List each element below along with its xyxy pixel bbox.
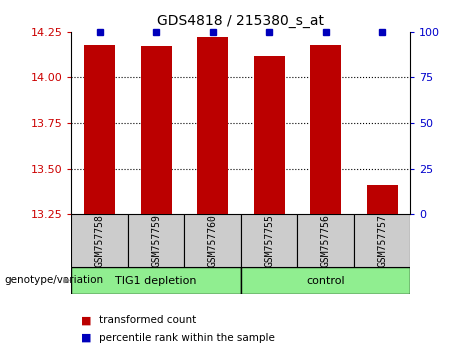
Text: TIG1 depletion: TIG1 depletion	[115, 275, 197, 286]
Bar	[128, 214, 184, 267]
Title: GDS4818 / 215380_s_at: GDS4818 / 215380_s_at	[157, 14, 325, 28]
Bar	[197, 37, 228, 214]
Text: GSM757756: GSM757756	[320, 214, 331, 267]
Bar	[354, 214, 410, 267]
Bar	[141, 46, 171, 214]
Text: GSM757759: GSM757759	[151, 214, 161, 267]
Text: control: control	[306, 275, 345, 286]
Text: GSM757757: GSM757757	[377, 214, 387, 267]
Bar	[71, 214, 128, 267]
Bar	[84, 45, 115, 214]
Text: genotype/variation: genotype/variation	[5, 275, 104, 285]
Bar	[297, 214, 354, 267]
Text: percentile rank within the sample: percentile rank within the sample	[99, 333, 275, 343]
Text: GSM757755: GSM757755	[264, 214, 274, 267]
Text: ■: ■	[81, 315, 91, 325]
Bar	[366, 185, 397, 214]
Text: GSM757758: GSM757758	[95, 214, 105, 267]
Bar	[310, 45, 341, 214]
Bar	[71, 267, 241, 294]
Bar	[241, 267, 410, 294]
Text: transformed count: transformed count	[99, 315, 196, 325]
Text: ■: ■	[81, 333, 91, 343]
Text: GSM757760: GSM757760	[207, 214, 218, 267]
Bar	[254, 56, 284, 214]
Bar	[241, 214, 297, 267]
Bar	[184, 214, 241, 267]
